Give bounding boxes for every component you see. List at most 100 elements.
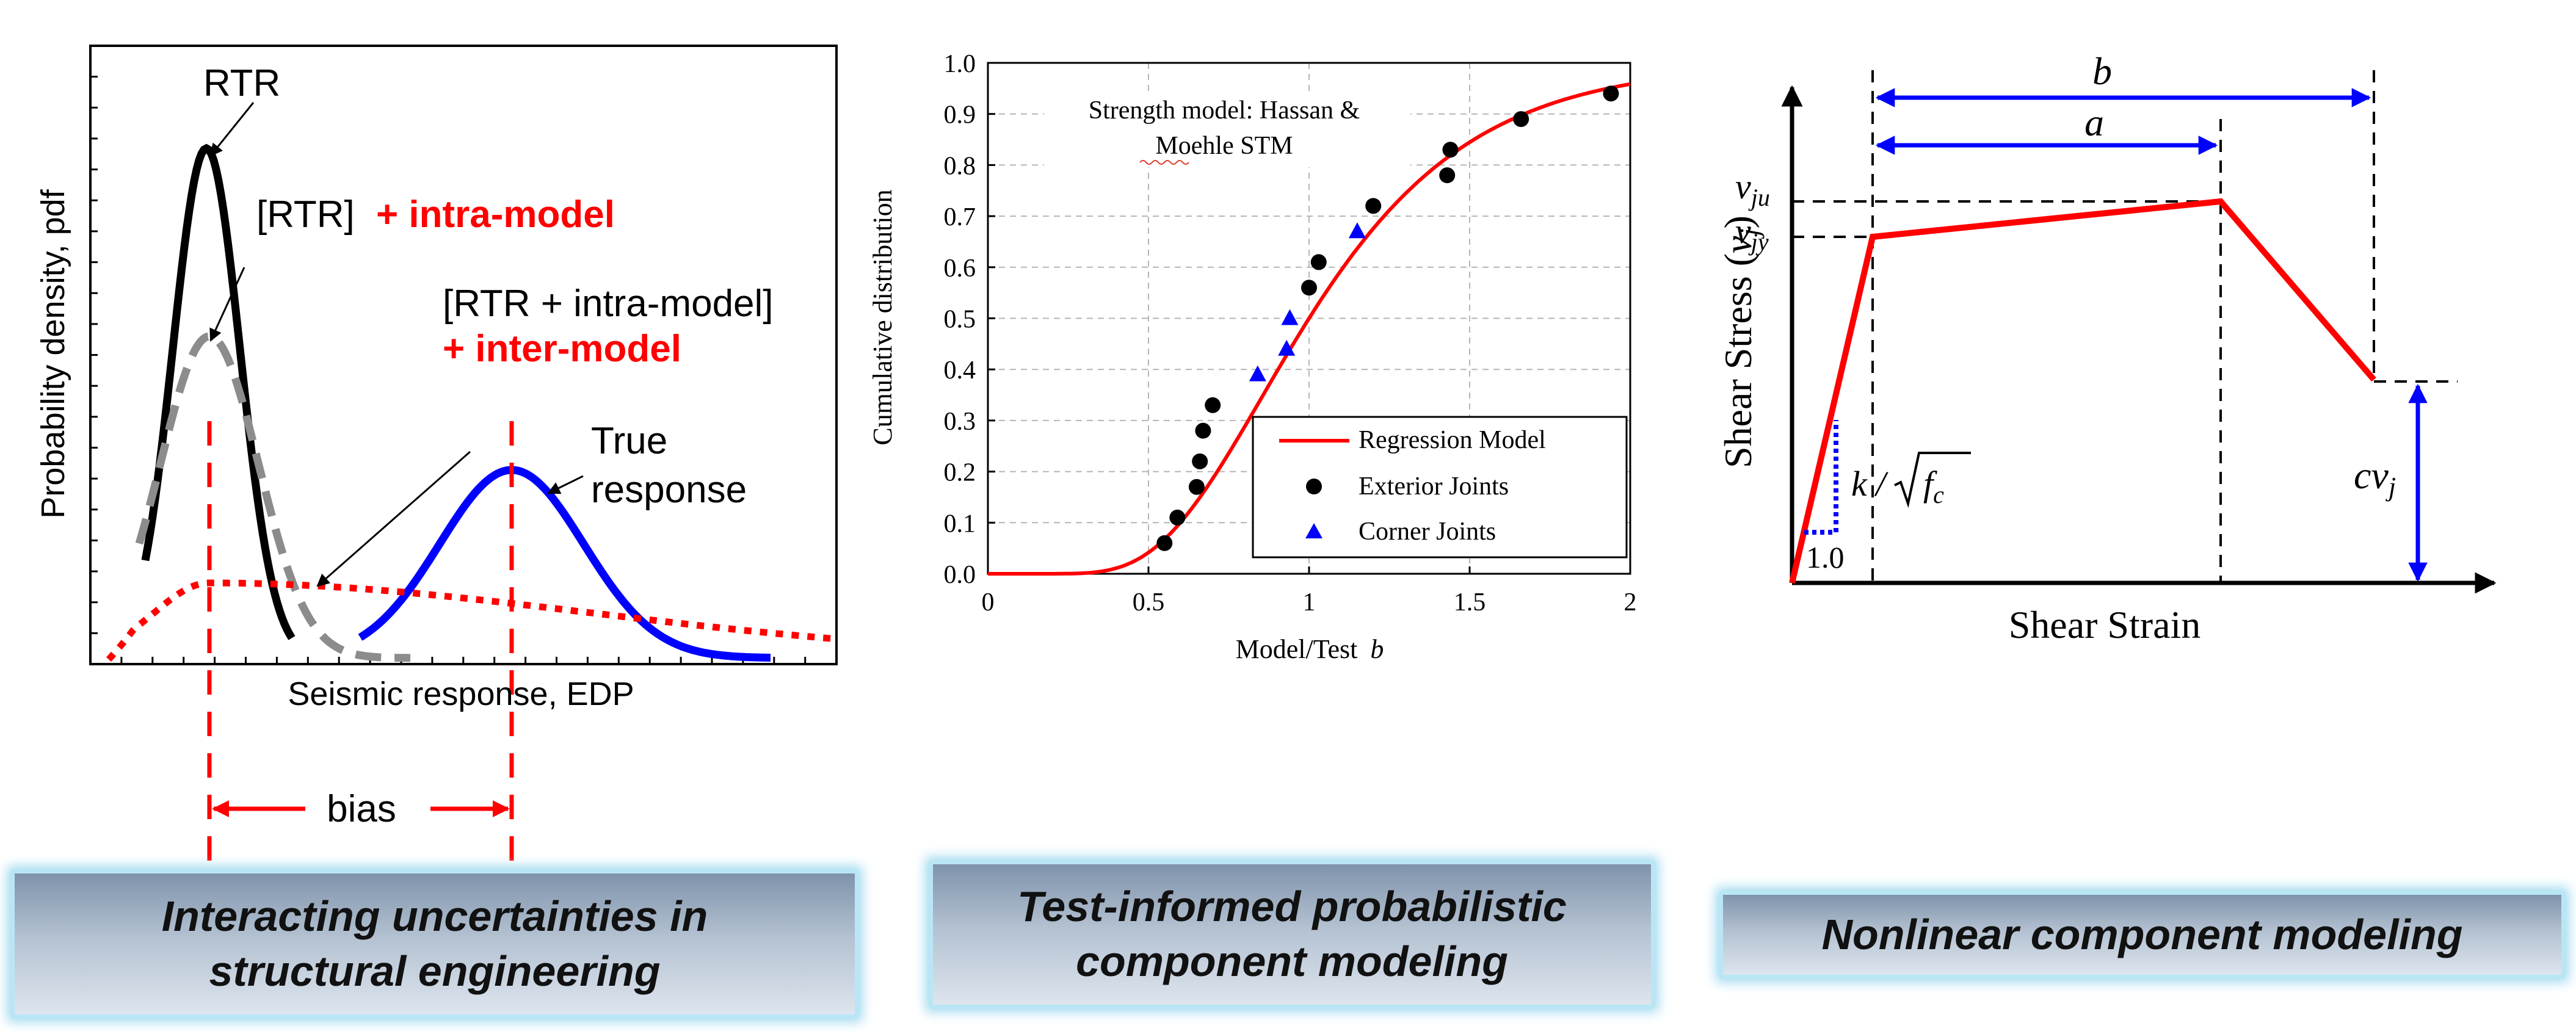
y-tick-label: 0.7 (944, 203, 976, 231)
x-tick-label: 2 (1624, 588, 1637, 616)
banner-1-line1: Interacting uncertainties in (161, 892, 708, 940)
a-label: a (2084, 101, 2104, 144)
banner-test-informed-modeling: Test-informed probabilistic component mo… (929, 861, 1655, 1008)
pdf-x-axis-label: Seismic response, EDP (288, 676, 634, 712)
exterior-joint-point (1310, 254, 1327, 270)
exterior-joint-point (1301, 280, 1317, 296)
exterior-joint-point (1156, 535, 1173, 551)
chart-title-backdrop (1044, 92, 1410, 167)
shear-strain-axis-label: Shear Strain (2009, 603, 2201, 646)
exterior-joint-point (1513, 111, 1529, 128)
k-label: k / (1851, 464, 1888, 504)
corner-joint-point (1278, 339, 1296, 356)
y-tick-label: 1.0 (944, 50, 976, 78)
exterior-joint-point (1188, 479, 1205, 495)
vjy-label-var: v (1735, 211, 1751, 251)
banner-1-line2: structural engineering (209, 947, 661, 995)
y-tick-label: 0.2 (944, 459, 976, 487)
ylabel-var: v (1716, 236, 1760, 253)
cvj-label-var: cv (2354, 454, 2389, 497)
true-response-pdf-curve (358, 466, 771, 662)
exterior-joint-point (1442, 142, 1459, 158)
exterior-joint-point (1205, 397, 1221, 413)
exterior-joint-point (1365, 198, 1382, 214)
y-tick-label: 0.6 (944, 255, 976, 283)
chart-legend: Regression Model Exterior Joints Corner … (1252, 416, 1628, 559)
true-response-label-line1: True (591, 420, 667, 462)
y-tick-label: 0.0 (944, 561, 976, 589)
y-tick-label: 0.1 (944, 510, 976, 538)
y-tick-label: 0.5 (944, 306, 976, 334)
rtr-intra-leader-line (209, 267, 245, 342)
y-tick-label: 0.8 (944, 152, 976, 180)
ylabel-suffix: ) (1716, 215, 1760, 228)
vjy-label: vjy (1735, 211, 1769, 256)
spellcheck-underline (1139, 160, 1189, 165)
banner-interacting-uncertainties: Interacting uncertainties in structural … (11, 870, 858, 1018)
chart-title-line1: Strength model: Hassan & (1089, 96, 1360, 125)
y-tick-label: 0.3 (944, 408, 976, 436)
chart-title-line2: Moehle STM (1155, 132, 1293, 160)
exterior-joint-point (1169, 509, 1186, 526)
inter-model-label-line1: [RTR + intra-model] (443, 283, 774, 325)
backbone-curve-panel: b a vju vjy Shear Stress (vj) Shear Stra… (1716, 49, 2497, 646)
rtr-intra-label-red: + intra-model (376, 193, 615, 236)
exterior-joint-point (1192, 453, 1208, 469)
exterior-joint-point (1439, 167, 1456, 184)
banner-2-line1: Test-informed probabilistic (1017, 883, 1567, 931)
rtr-intra-model-pdf-curve (135, 332, 410, 662)
uncertainty-pdf-panel: RTR [RTR] + intra-model [RTR + intra-mod… (35, 45, 838, 873)
chart-x-axis-label: Model/Test b (1236, 634, 1384, 664)
guide-lines (1792, 70, 2458, 583)
banner-3-text: Nonlinear component modeling (1821, 910, 2463, 958)
cumulative-distribution-chart: 0.0 0.1 0.2 0.3 0.4 0.5 0.6 0.7 0.8 0.9 1.0 0 0.5 1 1.… (868, 50, 1637, 664)
inter-model-pdf-curve (106, 579, 835, 662)
fc-label: fc (1923, 464, 1944, 508)
true-response-leader-line (547, 475, 584, 494)
legend-circle-swatch (1306, 479, 1322, 494)
rtr-pdf-curve (141, 143, 296, 640)
unit-one-label: 1.0 (1806, 540, 1845, 574)
rtr-intra-label: [RTR] + intra-model (256, 193, 615, 236)
chart-ticks: 0.0 0.1 0.2 0.3 0.4 0.5 0.6 0.7 0.8 0.9 1.0 0 0.5 1 1.… (944, 50, 1637, 616)
ylabel-prefix: Shear Stress ( (1716, 253, 1760, 468)
x-tick-label: 1.5 (1454, 588, 1486, 616)
exterior-joint-point (1195, 422, 1211, 439)
exterior-joint-point (1603, 85, 1619, 102)
corner-joint-point (1281, 309, 1299, 325)
fc-label-sub: c (1933, 481, 1944, 508)
vjy-label-sub: jy (1748, 228, 1769, 256)
banner-2-line2: component modeling (1076, 938, 1508, 985)
sqrt-radical-sign (1894, 452, 1971, 508)
legend-label-regression: Regression Model (1359, 426, 1546, 454)
backbone-curve (1789, 198, 2376, 584)
pdf-y-axis-label: Probability density, pdf (35, 189, 71, 518)
cvj-label-sub: j (2386, 472, 2396, 502)
inter-model-leader-line (316, 450, 471, 587)
legend-label-corner: Corner Joints (1359, 518, 1496, 546)
bias-label: bias (327, 788, 396, 830)
corner-joint-point (1249, 365, 1266, 381)
chart-y-axis-label: Cumulative distribution (868, 189, 898, 445)
legend-triangle-swatch (1305, 523, 1322, 538)
x-tick-label: 0 (982, 588, 995, 616)
rtr-label: RTR (203, 62, 280, 104)
vju-label-sub: ju (1748, 184, 1770, 211)
inter-model-label-line2: + inter-model (443, 328, 681, 370)
chart-x-axis-label-var: b (1370, 634, 1384, 664)
rtr-leader-line (209, 102, 255, 157)
true-response-label-line2: response (591, 469, 747, 511)
legend-label-exterior: Exterior Joints (1359, 472, 1509, 501)
corner-joint-point (1348, 222, 1366, 239)
b-label: b (2092, 49, 2112, 93)
vju-label-var: v (1735, 167, 1751, 206)
vju-label: vju (1735, 167, 1770, 211)
stiffness-triangle (1804, 420, 1838, 535)
shear-stress-axis-label: Shear Stress (vj) (1716, 215, 1765, 468)
y-tick-label: 0.9 (944, 101, 976, 129)
chart-x-axis-label-prefix: Model/Test (1236, 634, 1358, 664)
cvj-label: cvj (2354, 454, 2396, 502)
banner-nonlinear-modeling: Nonlinear component modeling (1719, 891, 2565, 978)
ylabel-sub: j (1735, 228, 1765, 239)
